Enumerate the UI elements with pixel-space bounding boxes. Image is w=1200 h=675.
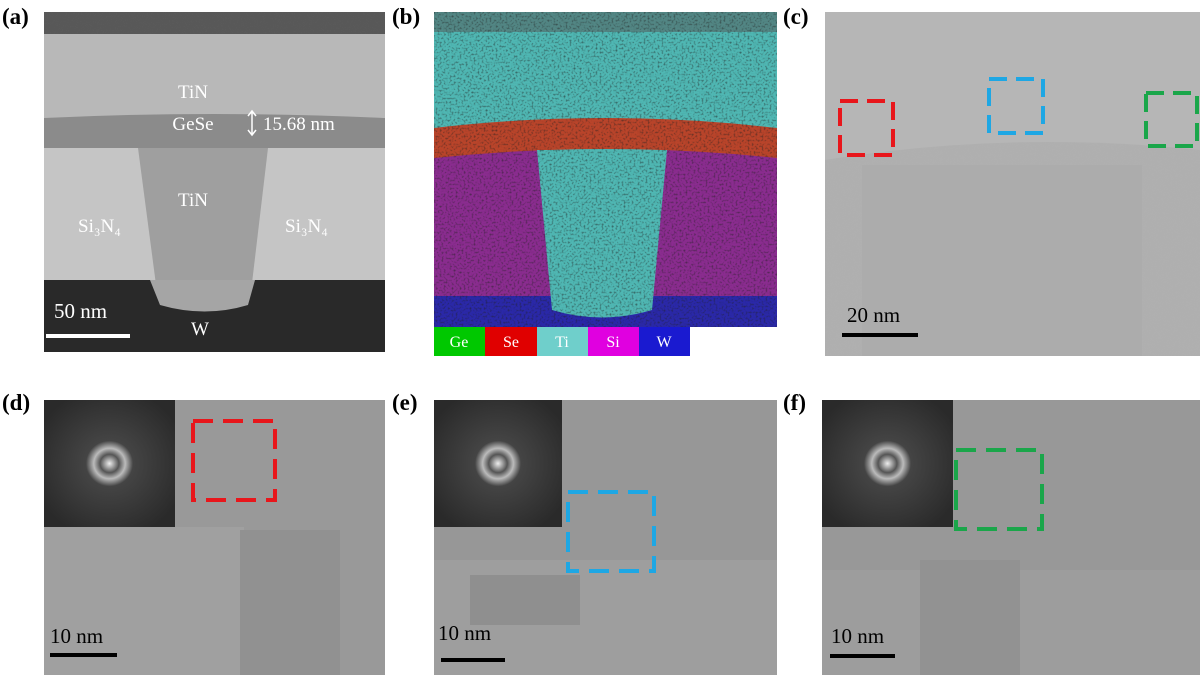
legend-swatch bbox=[639, 327, 690, 356]
tem-image-a bbox=[44, 12, 385, 352]
scale-bar bbox=[46, 334, 130, 338]
hrtem-image-d bbox=[44, 400, 385, 675]
scale-bar-label: 50 nm bbox=[54, 299, 107, 323]
scale-bar-label: 10 nm bbox=[438, 621, 491, 645]
layer-label: TiN bbox=[178, 190, 208, 211]
legend-label: W bbox=[656, 334, 672, 351]
legend-label: Ge bbox=[450, 334, 469, 351]
layer-label: Si₃N₄ bbox=[285, 216, 328, 237]
region-box bbox=[566, 490, 656, 573]
legend-label: Ti bbox=[555, 334, 569, 351]
hrtem-image-e bbox=[434, 400, 777, 675]
panel-label: (e) bbox=[392, 390, 418, 415]
region-box bbox=[987, 77, 1045, 135]
eds-map bbox=[434, 12, 777, 327]
panel-label: (b) bbox=[392, 4, 420, 29]
panel-label: (c) bbox=[783, 4, 809, 29]
scale-bar bbox=[842, 333, 918, 337]
legend-label: Si bbox=[606, 334, 620, 351]
legend-swatch bbox=[485, 327, 537, 356]
layer-label: Si₃N₄ bbox=[78, 216, 121, 237]
legend-swatch bbox=[537, 327, 588, 356]
scale-bar-label: 10 nm bbox=[831, 624, 884, 648]
hrtem-image-c bbox=[825, 12, 1200, 356]
scale-bar bbox=[50, 653, 117, 657]
layer-label: W bbox=[191, 319, 209, 340]
layer-label: TiN bbox=[178, 82, 208, 103]
thickness-arrow bbox=[247, 109, 257, 137]
region-box bbox=[191, 419, 277, 502]
thickness-label: 15.68 nm bbox=[263, 114, 335, 135]
panel-label: (a) bbox=[2, 4, 29, 29]
panel-label: (d) bbox=[2, 390, 30, 415]
legend-swatch bbox=[588, 327, 639, 356]
scale-bar-label: 20 nm bbox=[847, 303, 900, 327]
legend-label: Se bbox=[503, 334, 519, 351]
scale-bar-label: 10 nm bbox=[50, 624, 103, 648]
scale-bar bbox=[830, 654, 895, 658]
panel-label: (f) bbox=[783, 390, 806, 415]
scale-bar bbox=[441, 658, 505, 662]
legend-swatch bbox=[434, 327, 485, 356]
region-box bbox=[954, 448, 1044, 531]
layer-label: GeSe bbox=[172, 114, 213, 135]
